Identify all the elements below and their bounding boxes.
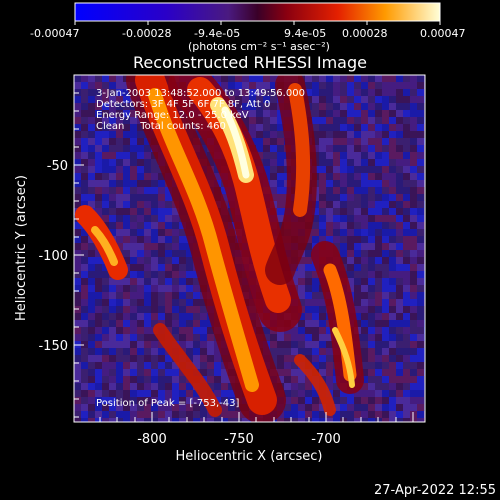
colorbar-tick-label: 9.4e-05	[284, 27, 326, 40]
info-energy-range: Energy Range: 12.0 - 25.0 keV	[96, 110, 249, 121]
y-tick-label: -150	[38, 339, 68, 354]
colorbar-tick-label: -9.4e-05	[194, 27, 240, 40]
x-axis-label: Heliocentric X (arcsec)	[176, 449, 323, 464]
footer-timestamp: 27-Apr-2022 12:55	[374, 483, 496, 498]
y-tick-label: -50	[47, 159, 68, 174]
x-tick-label: -800	[137, 432, 167, 447]
rhessi-image	[74, 75, 425, 422]
info-detectors: Detectors: 3F 4F 5F 6F 7F 8F, Att 0	[96, 99, 270, 110]
y-axis-label: Heliocentric Y (arcsec)	[14, 175, 29, 321]
peak-position: Position of Peak = [-753,-43]	[96, 398, 240, 409]
colorbar-units-label: (photons cm⁻² s⁻¹ asec⁻²)	[188, 40, 330, 53]
colorbar-tick-label: -0.00047	[30, 27, 79, 40]
info-clean-counts: Clean Total counts: 460	[96, 121, 226, 132]
plot-frame	[73, 74, 426, 423]
colorbar	[74, 2, 441, 22]
colorbar-tick-label: -0.00028	[122, 27, 171, 40]
x-tick-label: -750	[224, 432, 254, 447]
x-tick-label: -700	[311, 432, 341, 447]
colorbar-tick-label: 0.00028	[342, 27, 388, 40]
info-time-range: 3-Jan-2003 13:48:52.000 to 13:49:56.000	[96, 88, 305, 99]
colorbar-tick-label: 0.00047	[420, 27, 466, 40]
plot-title: Reconstructed RHESSI Image	[133, 53, 367, 72]
y-tick-label: -100	[38, 249, 68, 264]
